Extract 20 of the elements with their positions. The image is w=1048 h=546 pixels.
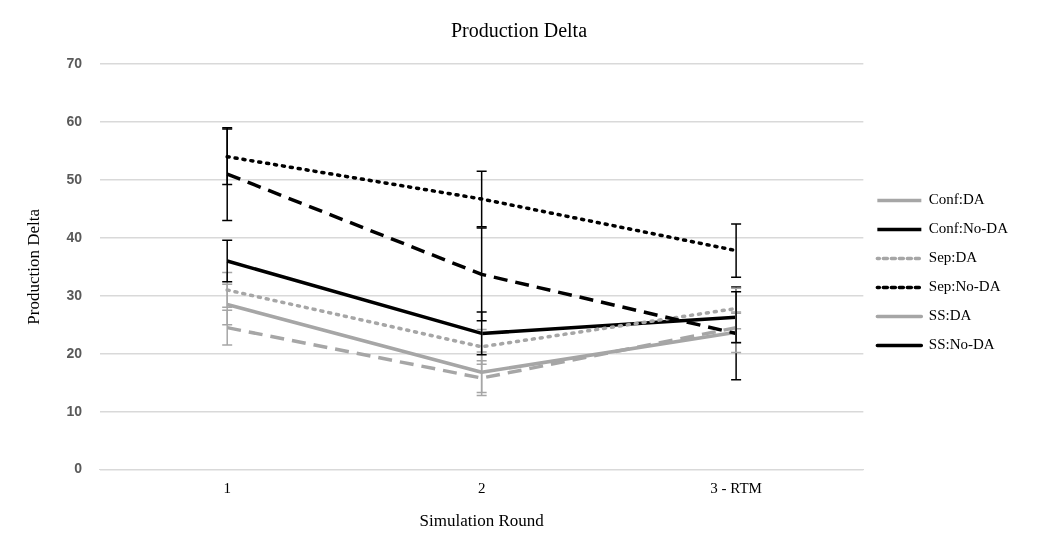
y-tick-label: 60 xyxy=(66,112,83,129)
legend-label: Conf:DA xyxy=(928,191,985,208)
y-tick-label: 70 xyxy=(66,54,83,71)
x-tick-label: 1 xyxy=(223,479,231,496)
y-axis-title: Production Delta xyxy=(23,208,43,325)
y-tick-label: 40 xyxy=(66,228,83,245)
legend-label: Conf:No-DA xyxy=(928,220,1009,237)
y-tick-label: 10 xyxy=(66,402,83,419)
x-axis-title: Simulation Round xyxy=(419,511,545,531)
y-tick-label: 50 xyxy=(66,170,83,187)
legend-label: SS:DA xyxy=(928,307,972,324)
y-tick-label: 20 xyxy=(66,344,83,361)
x-tick-label: 2 xyxy=(477,479,486,496)
y-tick-label: 0 xyxy=(74,460,83,477)
y-tick-label: 30 xyxy=(66,286,83,303)
legend-label: Sep:DA xyxy=(928,249,978,266)
chart-title: Production Delta xyxy=(450,19,588,42)
legend-label: Sep:No-DA xyxy=(928,278,1001,295)
x-tick-label: 3 - RTM xyxy=(710,479,762,496)
legend-label: SS:No-DA xyxy=(928,336,995,353)
